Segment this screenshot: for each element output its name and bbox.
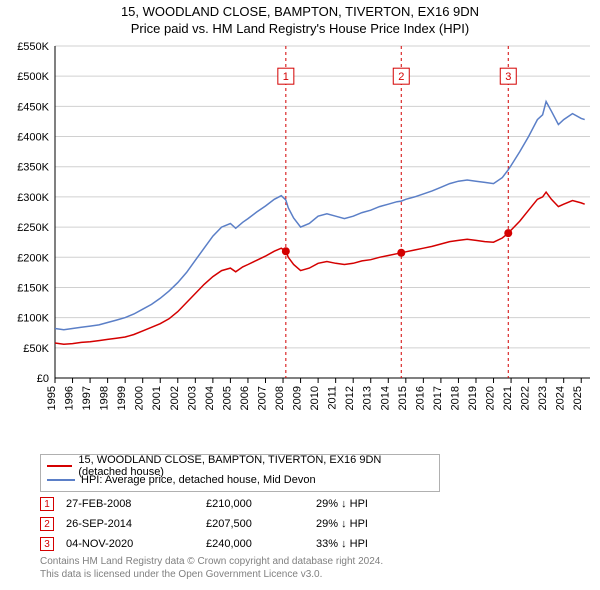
x-tick-label: 2021 — [502, 386, 514, 410]
x-tick-label: 2019 — [467, 386, 479, 410]
x-tick-label: 2025 — [572, 386, 584, 410]
x-tick-label: 2006 — [239, 386, 251, 410]
y-tick-label: £150K — [17, 282, 49, 294]
x-tick-label: 2004 — [204, 386, 216, 410]
event-marker-number: 3 — [505, 71, 511, 83]
x-tick-label: 1996 — [64, 386, 76, 410]
price-chart: £0 £50K £100K £150K £200K £250K £300K £350K £400… — [0, 38, 600, 418]
event-row: 2 26-SEP-2014£207,50029% ↓ HPI — [40, 514, 560, 534]
title-line-2: Price paid vs. HM Land Registry's House … — [0, 21, 600, 36]
y-tick-label: £50K — [23, 343, 49, 355]
y-tick-label: £0 — [37, 373, 49, 385]
events-table: 1 27-FEB-2008£210,00029% ↓ HPI 2 26-SEP-201… — [40, 494, 560, 554]
x-tick-label: 1995 — [46, 386, 58, 410]
event-row: 1 27-FEB-2008£210,00029% ↓ HPI — [40, 494, 560, 514]
footer-line-2: This data is licensed under the Open Gov… — [40, 569, 560, 582]
chart-title-block: 15, WOODLAND CLOSE, BAMPTON, TIVERTON, E… — [0, 4, 600, 36]
x-tick-label: 2017 — [432, 386, 444, 410]
event-price: £240,000 — [206, 538, 316, 550]
x-tick-label: 1998 — [99, 386, 111, 410]
event-price: £210,000 — [206, 498, 316, 510]
x-tick-label: 2013 — [362, 386, 374, 410]
event-marker-number: 1 — [283, 71, 289, 83]
x-tick-label: 2024 — [555, 386, 567, 410]
x-tick-label: 1997 — [81, 386, 93, 410]
event-diff: 29% ↓ HPI — [316, 518, 426, 530]
footer-attribution: Contains HM Land Registry data © Crown c… — [40, 556, 560, 581]
legend-row: 15, WOODLAND CLOSE, BAMPTON, TIVERTON, E… — [47, 459, 433, 473]
event-row: 3 04-NOV-2020£240,00033% ↓ HPI — [40, 534, 560, 554]
legend: 15, WOODLAND CLOSE, BAMPTON, TIVERTON, E… — [40, 454, 440, 492]
y-tick-label: £500K — [17, 71, 49, 83]
event-marker-number: 2 — [398, 71, 404, 83]
event-date: 04-NOV-2020 — [66, 538, 206, 550]
title-line-1: 15, WOODLAND CLOSE, BAMPTON, TIVERTON, E… — [0, 4, 600, 19]
x-tick-label: 2011 — [327, 386, 339, 410]
event-marker: 1 — [40, 497, 54, 511]
y-tick-label: £100K — [17, 313, 49, 325]
x-tick-label: 2010 — [309, 386, 321, 410]
legend-swatch — [47, 465, 72, 467]
y-tick-label: £300K — [17, 192, 49, 204]
x-tick-label: 2023 — [537, 386, 549, 410]
x-tick-label: 2005 — [221, 386, 233, 410]
series-hpi — [55, 102, 585, 330]
x-tick-label: 2002 — [169, 386, 181, 410]
y-tick-label: £450K — [17, 101, 49, 113]
x-tick-label: 2016 — [414, 386, 426, 410]
x-tick-label: 2022 — [520, 386, 532, 410]
event-diff: 29% ↓ HPI — [316, 498, 426, 510]
y-tick-label: £250K — [17, 222, 49, 234]
event-price: £207,500 — [206, 518, 316, 530]
x-tick-label: 2001 — [151, 386, 163, 410]
footer-line-1: Contains HM Land Registry data © Crown c… — [40, 556, 560, 569]
legend-label: HPI: Average price, detached house, Mid … — [81, 474, 316, 486]
x-tick-label: 2018 — [449, 386, 461, 410]
y-tick-label: £550K — [17, 41, 49, 53]
y-tick-label: £400K — [17, 132, 49, 144]
x-tick-label: 2008 — [274, 386, 286, 410]
y-tick-label: £200K — [17, 252, 49, 264]
event-marker: 2 — [40, 517, 54, 531]
x-tick-label: 2014 — [379, 386, 391, 410]
event-diff: 33% ↓ HPI — [316, 538, 426, 550]
event-date: 26-SEP-2014 — [66, 518, 206, 530]
event-date: 27-FEB-2008 — [66, 498, 206, 510]
x-tick-label: 2020 — [485, 386, 497, 410]
x-tick-label: 2003 — [186, 386, 198, 410]
event-marker: 3 — [40, 537, 54, 551]
y-tick-label: £350K — [17, 162, 49, 174]
x-tick-label: 2015 — [397, 386, 409, 410]
series-property_price — [55, 192, 585, 344]
legend-swatch — [47, 479, 75, 481]
x-tick-label: 2012 — [344, 386, 356, 410]
x-tick-label: 2007 — [256, 386, 268, 410]
x-tick-label: 2009 — [292, 386, 304, 410]
x-tick-label: 2000 — [134, 386, 146, 410]
x-tick-label: 1999 — [116, 386, 128, 410]
